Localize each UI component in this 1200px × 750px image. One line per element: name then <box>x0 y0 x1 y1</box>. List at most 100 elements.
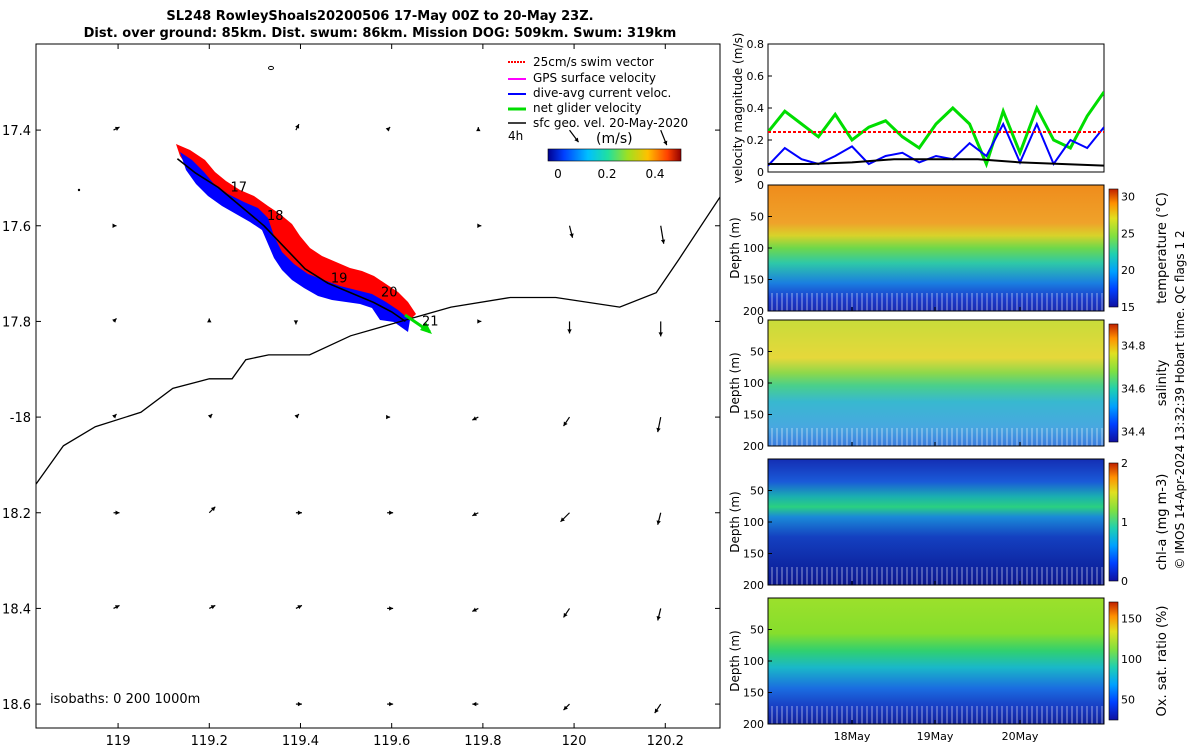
sfc-vector <box>113 510 120 515</box>
section-colorbar <box>1108 323 1119 443</box>
sfc-vector <box>560 512 570 523</box>
sfc-vector-head <box>112 414 117 419</box>
sfc-vector <box>567 321 572 334</box>
sfc-vector <box>568 225 574 238</box>
temperature-section: 0 50 100 150 200 Depth (m) 15 20 25 30 temperature… <box>728 179 1170 318</box>
section-colorbar <box>1108 462 1119 582</box>
sfc-vector-head <box>293 320 299 325</box>
sfc-vector <box>385 126 391 132</box>
colorbar-tick-label: 34.8 <box>1121 339 1146 352</box>
temperature-section-field <box>768 185 1104 311</box>
day-label: 18 <box>267 209 284 224</box>
sfc-vector-head <box>663 140 668 146</box>
velocity-ytick-label: 0.4 <box>747 102 765 115</box>
depth-tick-label: 200 <box>743 440 764 453</box>
map-xtick-label: 119 <box>106 734 131 749</box>
island-reef <box>268 65 274 71</box>
sfc-vector-head <box>574 137 579 143</box>
sfc-vector-head <box>560 517 565 522</box>
sfc-vector-head <box>297 510 302 515</box>
depth-tick-label: 100 <box>743 516 764 529</box>
legend-note: 4h <box>508 129 523 143</box>
sfc-vector <box>295 604 303 610</box>
sfc-vector <box>112 223 117 228</box>
sfc-vector <box>295 510 302 515</box>
sfc-vector-head <box>656 427 661 433</box>
map-ytick-label: 17.6 <box>2 220 31 235</box>
sfc-vector-head <box>210 605 216 610</box>
sfc-vector <box>654 703 662 714</box>
depth-tick-label: 150 <box>743 687 764 700</box>
depth-tick-label: 50 <box>750 624 764 637</box>
sfc-vector <box>293 320 299 325</box>
map-xtick-label: 119.4 <box>282 734 319 749</box>
net-velocity-arrowhead <box>420 322 432 334</box>
depth-tick-label: 150 <box>743 409 764 422</box>
depth-tick-label: 0 <box>757 179 764 192</box>
sfc-vector <box>563 416 571 427</box>
colorbar-tick-label: 25 <box>1121 227 1135 240</box>
speed-colorbar-label: (m/s) <box>596 131 633 147</box>
sfc-vector-head <box>207 414 213 419</box>
map-xtick-label: 119.8 <box>464 734 501 749</box>
sfc-vector <box>387 510 394 515</box>
velocity-ylabel: velocity magnitude (m/s) <box>731 33 745 184</box>
map-ytick-label: 18.6 <box>2 698 31 713</box>
velocity-axes: 0 0.2 0.4 0.6 0.8 <box>747 38 772 179</box>
legend-dive-label: dive-avg current veloc. <box>533 86 671 100</box>
velocity-ytick-label: 0.6 <box>747 70 765 83</box>
map-ytick-label: 17.4 <box>2 124 31 139</box>
sfc-vector <box>569 129 580 143</box>
sfc-vector-head <box>297 701 302 707</box>
island-dot <box>77 188 81 192</box>
velocity-ytick-label: 0 <box>757 166 764 179</box>
velocity-ytick-label: 0.2 <box>747 134 765 147</box>
sfc-vector <box>209 604 216 610</box>
legend-swim-label: 25cm/s swim vector <box>533 55 654 69</box>
velocity-series <box>768 91 1104 169</box>
title-line-2: Dist. over ground: 85km. Dist. swum: 86k… <box>83 26 677 41</box>
map-xtick-label: 119.2 <box>191 734 228 749</box>
dive-current-swath <box>180 152 410 332</box>
sfc-vector-head <box>477 319 482 324</box>
colorbar-tick-label: 20 <box>1121 264 1135 277</box>
sfc-vector-head <box>210 506 216 512</box>
legend-sfc-label: sfc geo. vel. 20-May-2020 <box>533 116 688 130</box>
sfc-vector-head <box>389 701 394 707</box>
map-legend: 25cm/s swim vector GPS surface velocity … <box>508 55 688 181</box>
day-label: 19 <box>331 271 348 286</box>
sfc-vector-head <box>569 233 574 238</box>
sfc-vector <box>294 413 300 419</box>
surface-geostrophic-vectors <box>112 123 668 714</box>
velocity-panel: 0 0.2 0.4 0.6 0.8 velocity magnitude (m/s) <box>731 33 1105 184</box>
sfc-vector-head <box>294 414 299 419</box>
day-label: 20 <box>381 286 398 301</box>
swim-vector-swath <box>176 144 416 322</box>
colorbar-tick-label: 150 <box>1121 612 1142 625</box>
chla-section-field <box>768 459 1104 585</box>
map-ytick-label: -18 <box>10 411 31 426</box>
sfc-vector-head <box>297 605 302 610</box>
day-label: 21 <box>422 314 439 329</box>
colorbar-tick-label: 50 <box>1121 694 1135 707</box>
chla-section: 50 100 150 200 Depth (m) 0 1 2 chl-a (mg m-3) <box>728 457 1170 592</box>
sfc-vector-head <box>207 318 212 323</box>
title-line-1: SL248 RowleyShoals20200506 17-May 00Z to… <box>166 9 594 24</box>
sfc-vector <box>472 416 479 421</box>
sfc-vector <box>477 223 482 228</box>
colorbar-tick-label: 1 <box>1121 516 1128 529</box>
depth-tick-label: 200 <box>743 305 764 318</box>
map-ytick-label: 17.8 <box>2 315 31 330</box>
day-tick-label: 19May <box>917 730 954 743</box>
colorbar-label: chl-a (mg m-3) <box>1155 474 1170 571</box>
speed-colorbar-tick-0: 0 <box>554 167 562 181</box>
sfc-vector <box>208 506 216 514</box>
sfc-vector-head <box>295 124 300 129</box>
sfc-vector <box>472 607 479 612</box>
sfc-vector-head <box>386 414 391 420</box>
oxygen-section: 50 100 150 200 Depth (m) 18May 19May 20May 50 100… <box>728 597 1170 743</box>
sfc-vector-head <box>656 616 661 621</box>
sfc-vector <box>386 414 391 420</box>
depth-tick-label: 50 <box>750 211 764 224</box>
